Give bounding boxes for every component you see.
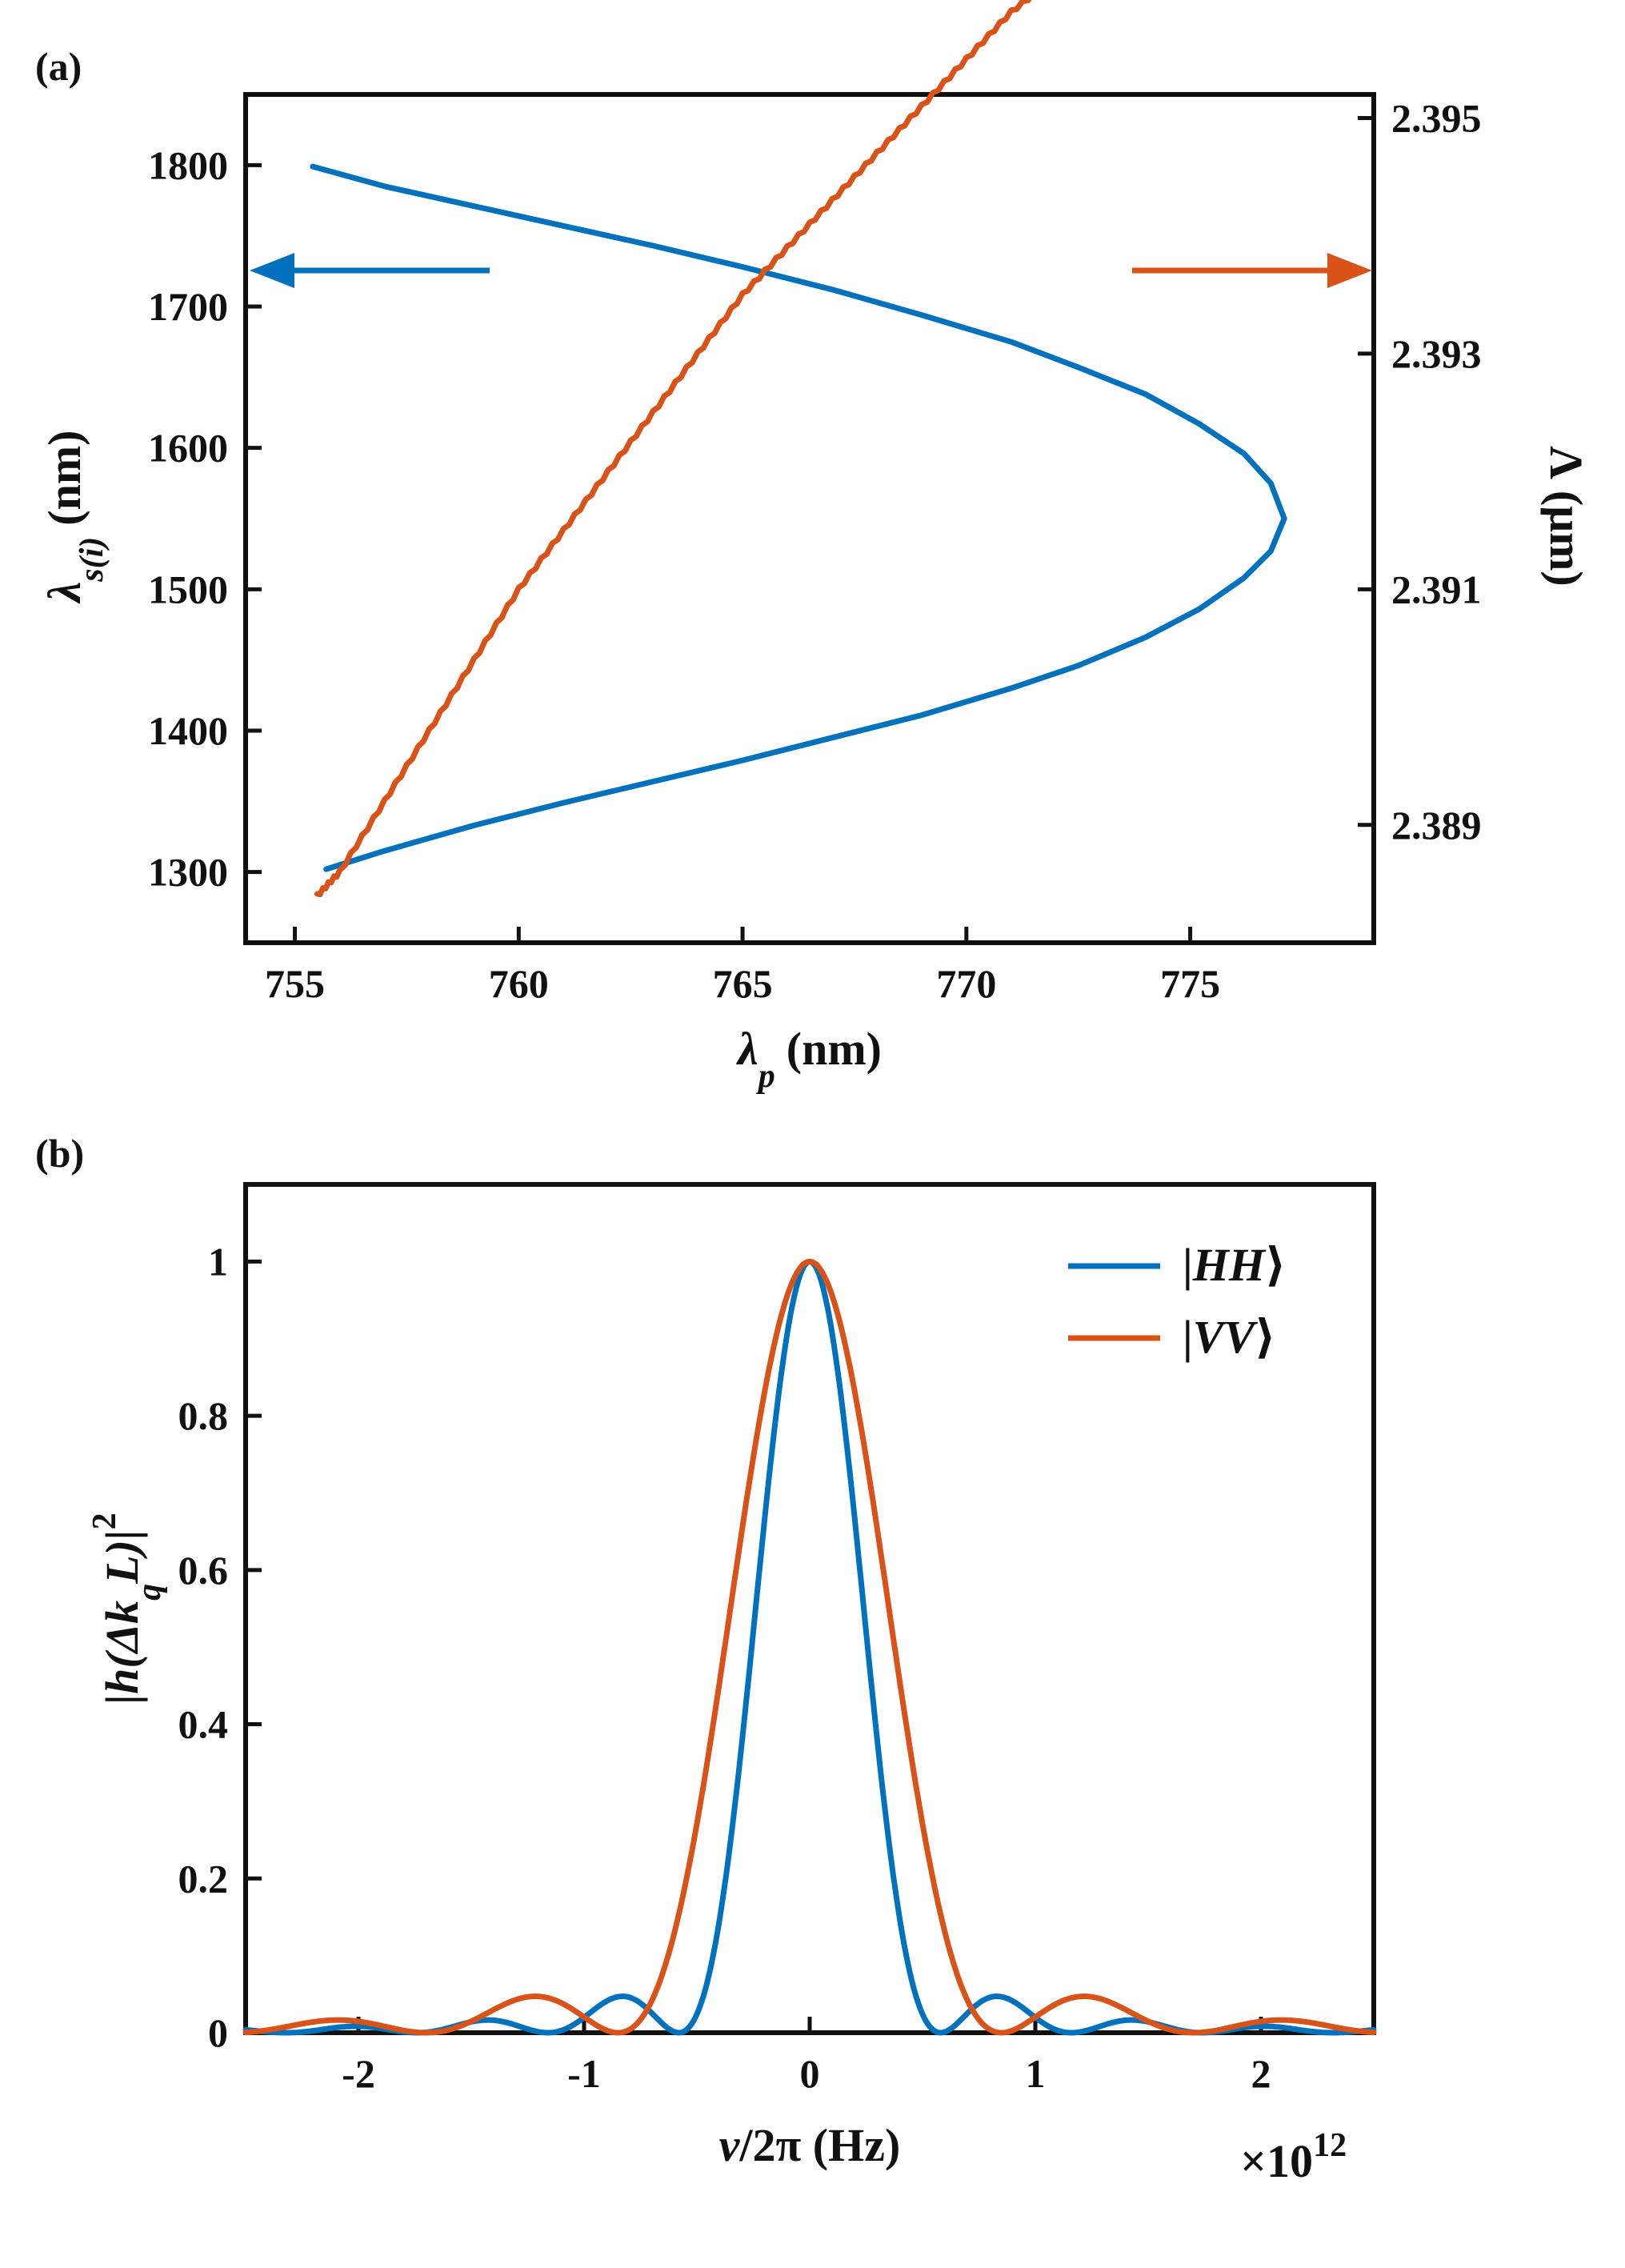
b-x-tick-label: 0 (800, 2051, 820, 2096)
a-left-tick-label: 1600 (148, 426, 228, 471)
x-multiplier: ×1012 (1240, 2127, 1347, 2187)
right-arrow-head (1327, 253, 1372, 288)
panel-a-plot: 755 760 765 770 775 1300 1400 1500 1600 1700 1800… (148, 0, 1482, 1006)
left-y-label-subscript: s(i) (74, 537, 110, 583)
b-y-tick-label: 0 (208, 2010, 228, 2055)
a-left-tick-label: 1400 (148, 708, 228, 753)
right-y-label-symbol: Λ (1540, 446, 1592, 479)
b-y-label-rest: L)| (96, 1529, 148, 1585)
b-x-tick-label: 2 (1251, 2051, 1271, 2096)
left-axis-arrow (250, 253, 490, 288)
b-x-tick-label: -1 (567, 2051, 601, 2096)
b-y-tick-label: 0.4 (178, 1702, 229, 1747)
panel-b-y-label: |h(ΔkqL)|2 (86, 1513, 168, 1704)
left-y-label-symbol: λ (38, 582, 90, 604)
legend-vv-label: |VV⟩ (1183, 1311, 1276, 1363)
x-multiplier-exponent: 12 (1313, 2127, 1347, 2164)
x-label-unit: (nm) (786, 1023, 882, 1075)
b-y-tick-label: 0.8 (178, 1393, 229, 1438)
panel-a-right-y-label: Λ (μm) (1540, 446, 1592, 586)
hh-curve (242, 1258, 1377, 2036)
a-left-tick-label: 1700 (148, 284, 228, 329)
panel-a-left-y-label: λs(i) (nm) (38, 431, 110, 604)
a-left-tick-label: 1500 (148, 567, 228, 611)
b-x-label-rest: /2π (Hz) (738, 2119, 900, 2171)
a-x-tick-label: 775 (1160, 961, 1220, 1006)
legend-hh-text: HH (1192, 1239, 1267, 1291)
right-axis-arrow (1132, 253, 1372, 288)
a-left-tick-label: 1800 (148, 142, 228, 187)
x-label-symbol: λ (736, 1023, 758, 1075)
panel-a-x-label: λp (nm) (736, 1023, 882, 1095)
left-arrow-head (250, 253, 294, 288)
x-multiplier-base: ×10 (1240, 2135, 1313, 2187)
x-label-subscript: p (756, 1058, 775, 1095)
b-y-tick-label: 0.2 (178, 1856, 229, 1901)
panel-a-x-ticks: 755 760 765 770 775 (265, 927, 1220, 1006)
panel-a-left-y-ticks: 1300 1400 1500 1600 1700 1800 (148, 142, 262, 895)
left-y-label-unit: (nm) (38, 431, 90, 526)
a-x-tick-label: 765 (713, 961, 773, 1006)
panel-b-plot: -2 -1 0 1 2 0 0.2 0.4 0.6 0.8 1 |HH⟩ |VV⟩ (178, 1182, 1377, 2096)
b-y-label-subscript: q (131, 1584, 168, 1601)
b-y-label-superscript: 2 (86, 1513, 123, 1529)
b-y-tick-label: 0.6 (178, 1548, 229, 1593)
b-y-tick-label: 1 (208, 1239, 228, 1284)
a-right-tick-label: 2.391 (1391, 567, 1482, 611)
panel-b-y-ticks: 0 0.2 0.4 0.6 0.8 1 (178, 1239, 262, 2055)
legend-hh-label: |HH⟩ (1183, 1239, 1287, 1291)
b-x-tick-label: -2 (342, 2051, 375, 2096)
a-left-tick-label: 1300 (148, 850, 228, 895)
signal-idler-curve (310, 163, 1287, 872)
a-x-tick-label: 755 (265, 961, 325, 1006)
b-y-label-main: |h(Δk (96, 1601, 148, 1705)
vv-curve (242, 1258, 1377, 2036)
right-y-label-unit: (μm) (1540, 491, 1592, 587)
a-x-tick-label: 770 (936, 961, 996, 1006)
legend: |HH⟩ |VV⟩ (1068, 1239, 1287, 1363)
panel-a-frame (243, 92, 1376, 945)
b-x-label-symbol: ν (719, 2119, 741, 2171)
panel-a-label: (a) (35, 44, 82, 89)
legend-vv-text: VV (1193, 1311, 1259, 1363)
a-right-tick-label: 2.393 (1391, 331, 1482, 376)
a-right-tick-label: 2.389 (1391, 803, 1482, 847)
panel-b-x-label: ν/2π (Hz) (719, 2119, 901, 2171)
panel-b-label: (b) (35, 1131, 84, 1176)
panel-b-x-ticks: -2 -1 0 1 2 (342, 2017, 1271, 2096)
a-right-tick-label: 2.395 (1391, 95, 1482, 140)
panel-a-right-y-ticks: 2.389 2.391 2.393 2.395 (1358, 95, 1482, 847)
poling-period-curve (314, 0, 1032, 898)
b-x-tick-label: 1 (1026, 2051, 1046, 2096)
a-x-tick-label: 760 (489, 961, 549, 1006)
